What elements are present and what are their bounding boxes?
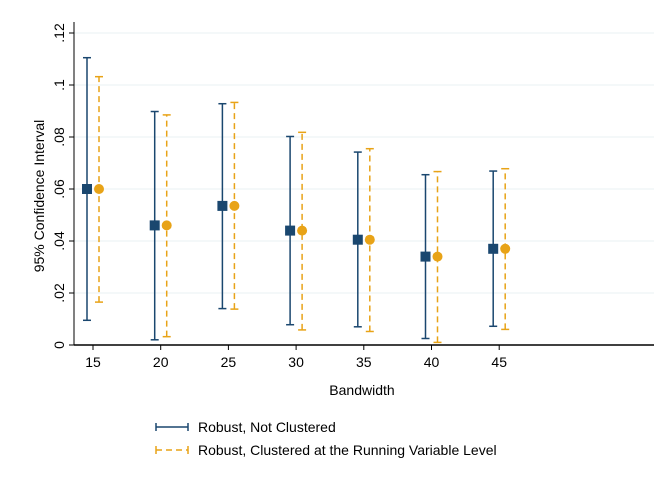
y-tick-label: 0 (51, 341, 67, 349)
estimate-marker-square (285, 225, 296, 236)
estimate-marker-circle (297, 225, 308, 236)
legend-item-clustered: Robust, Clustered at the Running Variabl… (155, 442, 497, 458)
x-tick-label: 30 (288, 354, 304, 370)
grid-lines (74, 32, 654, 294)
y-tick-label: .1 (51, 79, 67, 91)
tick-labels: 0 .02 .04 .06 .08 .1 .12 15 20 25 30 35 40 45 (51, 23, 507, 370)
estimate-marker-square (352, 234, 363, 245)
x-tick-label: 35 (356, 354, 372, 370)
legend: Robust, Not Clustered Robust, Clustered … (155, 419, 497, 458)
x-tick-label: 25 (221, 354, 237, 370)
y-tick-label: .06 (51, 179, 67, 199)
x-tick-label: 20 (153, 354, 169, 370)
y-tick-label: .04 (51, 231, 67, 251)
estimate-marker-square (149, 220, 160, 231)
legend-label-not-clustered: Robust, Not Clustered (198, 419, 336, 435)
y-tick-label: .12 (51, 23, 67, 43)
estimate-marker-circle (432, 251, 443, 262)
estimate-marker-square (217, 200, 228, 211)
y-tick-label: .02 (51, 283, 67, 303)
estimate-marker-circle (229, 200, 240, 211)
estimate-marker-circle (161, 220, 172, 231)
estimate-marker-square (420, 251, 431, 262)
y-tick-label: .08 (51, 127, 67, 147)
estimate-marker-square (488, 243, 499, 254)
x-tick-label: 45 (491, 354, 507, 370)
axes (69, 22, 654, 350)
estimate-marker-circle (364, 234, 375, 245)
x-tick-label: 15 (85, 354, 101, 370)
legend-item-not-clustered: Robust, Not Clustered (155, 419, 336, 435)
estimate-marker-circle (500, 243, 511, 254)
estimate-marker-circle (94, 184, 104, 194)
legend-label-clustered: Robust, Clustered at the Running Variabl… (198, 442, 497, 458)
x-tick-label: 40 (424, 354, 440, 370)
x-axis-label: Bandwidth (329, 382, 394, 398)
series (82, 56, 511, 344)
estimate-marker-square (82, 184, 92, 194)
y-axis-label: 95% Confidence Interval (31, 120, 47, 273)
